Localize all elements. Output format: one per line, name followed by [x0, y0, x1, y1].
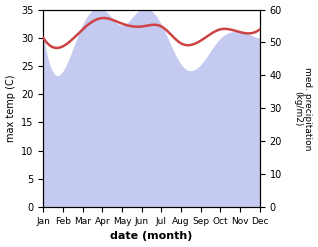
Y-axis label: max temp (C): max temp (C): [5, 75, 16, 142]
Y-axis label: med. precipitation
(kg/m2): med. precipitation (kg/m2): [293, 67, 313, 150]
X-axis label: date (month): date (month): [110, 231, 193, 242]
